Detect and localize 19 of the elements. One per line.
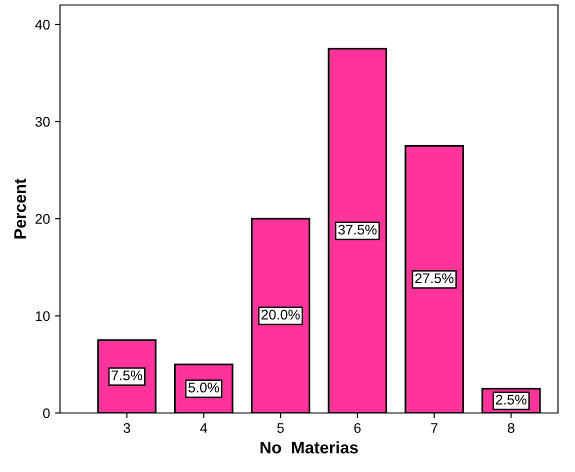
data-label: 5.0% [188,382,220,392]
data-label: 2.5% [496,394,526,405]
x-tick-label: 7 [431,423,438,433]
y-tick-label: 20 [36,214,50,224]
x-tick-label: 5 [277,423,284,433]
data-label: 20.0% [262,310,300,320]
y-tick-label: 10 [36,311,50,322]
y-tick-label: 30 [35,116,50,127]
x-tick-label: 3 [124,423,130,433]
data-label: 7.5% [112,370,142,380]
data-label: 27.5% [415,273,454,284]
x-tick-label: 4 [200,423,208,433]
y-axis-title: Percent [14,178,26,238]
data-label: 37.5% [338,224,377,235]
x-tick-label: 6 [354,423,361,433]
y-tick-label: 0 [43,408,50,418]
y-tick-label: 40 [35,20,50,30]
x-tick-label: 8 [508,423,514,433]
x-axis-title: No Materias [260,441,358,454]
